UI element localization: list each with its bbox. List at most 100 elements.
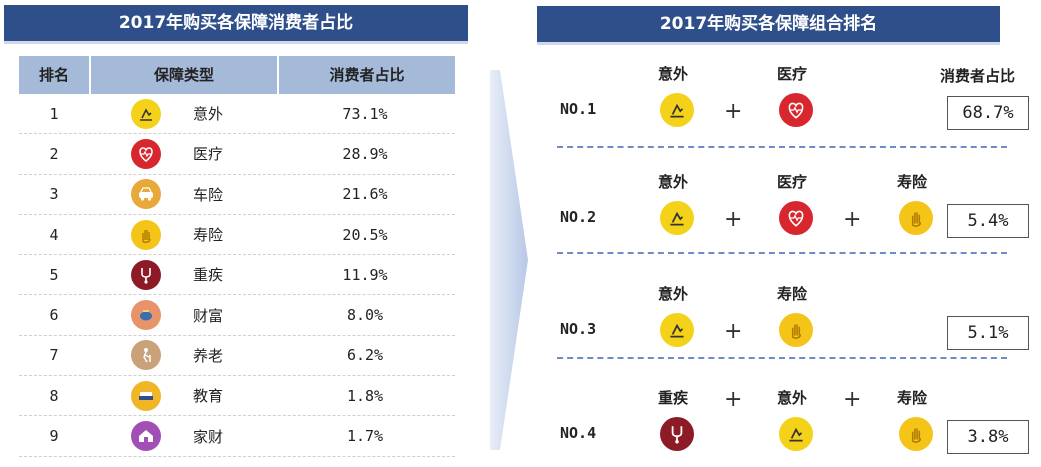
combo-item-label: 意外 (658, 65, 689, 83)
house-icon (131, 421, 161, 452)
share-cell: 20.5% (342, 225, 388, 244)
combo-item-icon-slot (779, 313, 813, 347)
rank-cell: 7 (49, 346, 59, 365)
combo-item-icon-slot (660, 313, 694, 347)
right-panel-title: 2017年购买各保障组合排名 (537, 6, 1000, 42)
share-cell: 11.9% (342, 265, 388, 284)
left-panel-title: 2017年购买各保障消费者占比 (4, 5, 468, 41)
rank-cell: 6 (49, 306, 59, 325)
hand-icon (899, 417, 933, 451)
type-label: 车险 (193, 185, 224, 204)
combo-share-value: 3.8% (947, 420, 1029, 454)
share-cell: 1.8% (346, 386, 384, 405)
combo-rank: NO.2 (560, 208, 597, 226)
divider (557, 146, 1007, 148)
combo-item-label: 重疾 (658, 389, 689, 407)
combo-item-label: 寿险 (897, 173, 928, 191)
plus-sign: + (724, 319, 743, 344)
car-icon (131, 179, 161, 210)
plus-sign: + (724, 207, 743, 232)
share-header: 消费者占比 (940, 67, 1016, 85)
stethoscope-icon (131, 259, 161, 290)
type-cell: 家财 (89, 421, 275, 452)
accident-icon (660, 93, 694, 127)
header-type: 保障类型 (91, 56, 279, 94)
combo-row: NO.1 意外 + 医疗 68.7% (560, 63, 1029, 143)
heart-icon (779, 201, 813, 235)
type-label: 教育 (193, 387, 224, 406)
table-row: 9 家财 1.7% (19, 416, 455, 457)
hand-icon (131, 219, 161, 250)
divider (557, 252, 1007, 254)
type-label: 家财 (193, 427, 224, 446)
piggy-icon (131, 300, 161, 331)
combo-item-label: 医疗 (777, 173, 808, 191)
combo-item-icon-slot (779, 93, 813, 127)
combo-rank: NO.1 (560, 100, 597, 118)
type-cell: 重疾 (89, 259, 275, 290)
type-label: 重疾 (193, 266, 224, 285)
combo-item-label: 寿险 (897, 389, 928, 407)
type-label: 寿险 (193, 226, 224, 245)
combo-rank: NO.4 (560, 424, 597, 442)
accident-icon (660, 201, 694, 235)
type-cell: 财富 (89, 300, 275, 331)
table-row: 7 养老 6.2% (19, 336, 455, 377)
type-label: 医疗 (193, 145, 224, 164)
combo-share-value: 5.1% (947, 316, 1029, 350)
heart-icon (779, 93, 813, 127)
type-label: 财富 (193, 306, 224, 325)
combo-row: NO.4 重疾 + 意外 + 寿险 3.8% (560, 387, 1029, 467)
hand-icon (899, 201, 933, 235)
share-cell: 21.6% (342, 185, 388, 204)
rank-cell: 3 (49, 185, 59, 204)
type-cell: 医疗 (89, 138, 275, 169)
combo-item-icon-slot (899, 201, 933, 235)
accident-icon (131, 98, 161, 129)
combo-row: NO.3 意外 + 寿险 5.1% (560, 283, 1029, 363)
accident-icon (779, 417, 813, 451)
plus-sign: + (843, 387, 862, 412)
combo-share-value: 5.4% (947, 204, 1029, 238)
divider (557, 357, 1007, 359)
table-row: 4 寿险 20.5% (19, 215, 455, 256)
rank-cell: 8 (49, 386, 59, 405)
combo-item-label: 意外 (658, 173, 689, 191)
combo-item-label: 意外 (658, 285, 689, 303)
type-cell: 教育 (89, 380, 275, 411)
plus-sign: + (724, 387, 743, 412)
rank-cell: 9 (49, 427, 59, 446)
combo-item-icon-slot (660, 417, 694, 451)
combo-rank: NO.3 (560, 320, 597, 338)
chevron-right-icon (490, 70, 528, 450)
elder-icon (131, 340, 161, 371)
table-header: 排名 保障类型 消费者占比 (19, 56, 455, 94)
accident-icon (660, 313, 694, 347)
combo-item-label: 医疗 (777, 65, 808, 83)
plus-sign: + (724, 99, 743, 124)
table-row: 3 车险 21.6% (19, 175, 455, 215)
combo-item-icon-slot (660, 201, 694, 235)
combo-item-icon-slot (660, 93, 694, 127)
header-rank: 排名 (19, 56, 91, 94)
share-cell: 73.1% (342, 104, 388, 123)
hand-icon (779, 313, 813, 347)
combo-share-value: 68.7% (947, 96, 1029, 130)
type-label: 养老 (193, 346, 224, 365)
combo-item-icon-slot (779, 201, 813, 235)
type-label: 意外 (193, 105, 224, 124)
combo-item-icon-slot (779, 417, 813, 451)
rank-cell: 1 (49, 104, 59, 123)
share-cell: 1.7% (346, 427, 384, 446)
type-cell: 寿险 (89, 219, 275, 250)
insurance-share-table: 排名 保障类型 消费者占比 1 意外 73.1% 2 医疗 28.9% 3 车险 21.6% 4 寿… (19, 56, 455, 457)
table-row: 2 医疗 28.9% (19, 134, 455, 175)
combo-item-label: 意外 (777, 389, 808, 407)
share-cell: 28.9% (342, 144, 388, 163)
plus-sign: + (843, 207, 862, 232)
rank-cell: 2 (49, 144, 59, 163)
stethoscope-icon (660, 417, 694, 451)
combo-row: NO.2 意外 + 医疗 + 寿险 5.4% (560, 171, 1029, 251)
table-row: 1 意外 73.1% (19, 94, 455, 135)
rank-cell: 4 (49, 225, 59, 244)
